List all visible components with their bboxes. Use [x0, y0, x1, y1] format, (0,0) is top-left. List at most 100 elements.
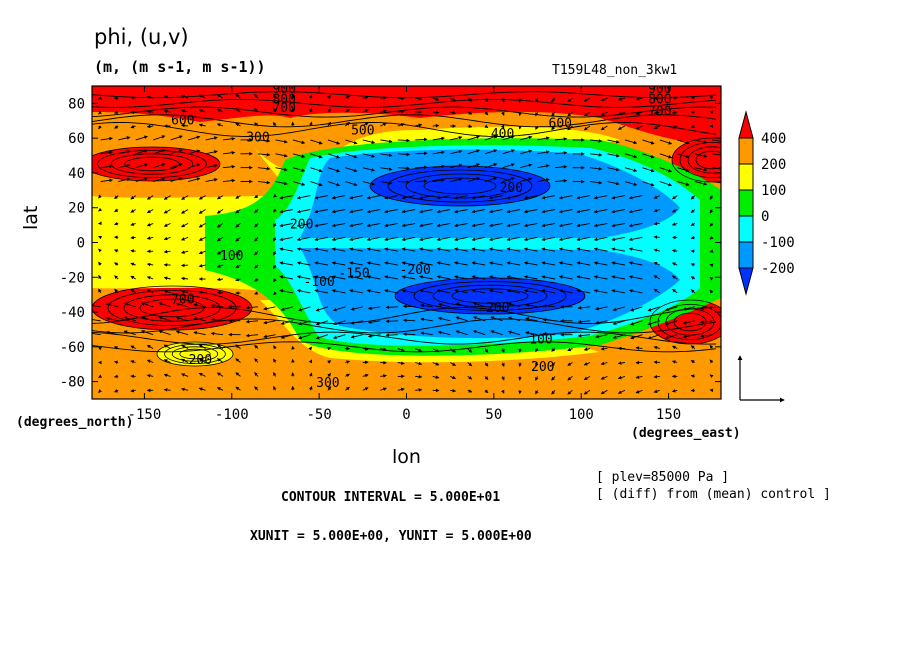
- wind-vector: [415, 151, 428, 156]
- wind-vector: [280, 306, 294, 312]
- wind-vector: [114, 208, 119, 213]
- wind-vector: [257, 180, 271, 185]
- wind-vector: [327, 181, 341, 187]
- wind-vector: [419, 275, 433, 280]
- wind-vector: [415, 388, 423, 392]
- wind-vector: [484, 362, 489, 367]
- wind-vector: [541, 275, 556, 280]
- wind-vector: [235, 209, 241, 214]
- wind-vector: [551, 97, 556, 103]
- wind-vector: [694, 181, 708, 186]
- wind-vector: [216, 94, 224, 99]
- wind-vector: [502, 163, 515, 169]
- wind-vector: [436, 195, 451, 200]
- wind-vector: [314, 222, 328, 228]
- wind-vector: [368, 334, 381, 338]
- wind-vector: [193, 331, 206, 336]
- wind-vector: [709, 276, 714, 281]
- wind-vector: [467, 124, 473, 129]
- wind-vector: [175, 330, 189, 336]
- wind-vector: [642, 153, 655, 159]
- y-tick-label: 80: [68, 96, 85, 112]
- wind-vector: [653, 389, 660, 393]
- y-tick-label: 20: [68, 201, 85, 217]
- wind-vector: [523, 195, 538, 200]
- wind-vector: [331, 261, 346, 266]
- wind-vector: [397, 387, 405, 392]
- wind-vector: [235, 264, 241, 269]
- wind-vector: [635, 96, 643, 101]
- wind-vector: [694, 153, 708, 158]
- x-axis-label: lon: [392, 446, 421, 468]
- wind-vector: [583, 376, 591, 380]
- wind-vector: [682, 334, 695, 339]
- wind-vector: [490, 302, 503, 308]
- contour-ring: [405, 173, 515, 199]
- wind-vector: [92, 317, 101, 322]
- wind-vector: [432, 348, 440, 353]
- colorbar-label: -200: [761, 261, 795, 277]
- contour-ring: [687, 146, 721, 174]
- wind-vector: [384, 209, 398, 214]
- wind-vector: [449, 348, 456, 353]
- wind-vector: [146, 276, 154, 280]
- wind-vector: [653, 261, 660, 266]
- wind-vector: [98, 288, 102, 294]
- wind-vector: [257, 166, 271, 171]
- wind-vector: [600, 111, 608, 116]
- wind-vector: [709, 374, 714, 379]
- wind-vector: [712, 167, 721, 171]
- wind-vector: [607, 167, 620, 172]
- wind-vector: [181, 123, 189, 128]
- contour-ring: [171, 346, 219, 362]
- wind-vector: [454, 261, 468, 266]
- wind-vector: [709, 235, 714, 240]
- wind-vector: [690, 96, 695, 100]
- wind-vector: [709, 195, 714, 200]
- wind-vector: [397, 166, 411, 171]
- wind-vector: [298, 320, 311, 326]
- wind-vector: [589, 166, 603, 171]
- xy-unit: XUNIT = 5.000E+00, YUNIT = 5.000E+00: [250, 529, 532, 544]
- contour-ring: [387, 169, 533, 203]
- wind-vector: [567, 125, 573, 131]
- wind-vector: [254, 107, 259, 113]
- wind-vector: [523, 289, 538, 294]
- wind-vector: [467, 97, 473, 102]
- wind-vector: [92, 303, 101, 308]
- wind-vector: [506, 236, 521, 242]
- wind-vector: [254, 278, 259, 282]
- wind-vector: [558, 209, 573, 214]
- wind-vector: [419, 236, 433, 242]
- wind-vector: [665, 334, 678, 340]
- contour-label: 500: [351, 124, 374, 139]
- wind-vector: [114, 360, 119, 365]
- wind-vector: [567, 389, 573, 395]
- wind-vector: [677, 153, 690, 159]
- wind-vector: [331, 247, 346, 252]
- wind-vector: [454, 247, 468, 252]
- wind-vector: [635, 111, 643, 115]
- wind-vector: [205, 164, 218, 169]
- wind-vector: [193, 317, 206, 322]
- wind-vector: [671, 262, 678, 266]
- contour-ring: [110, 153, 194, 175]
- wind-vector: [308, 346, 313, 351]
- wind-vector: [506, 261, 521, 266]
- wind-vector: [273, 121, 277, 127]
- wind-vector: [600, 97, 608, 102]
- wind-vector: [593, 261, 608, 266]
- wind-vector: [263, 334, 276, 339]
- wind-vector: [163, 109, 171, 114]
- wind-vector: [653, 360, 660, 365]
- wind-vector: [419, 222, 433, 228]
- wind-vector: [630, 334, 643, 340]
- wind-vector: [682, 320, 695, 325]
- wind-vector: [187, 177, 201, 183]
- wind-vector: [653, 374, 660, 379]
- wind-vector: [432, 123, 440, 128]
- wind-vector: [593, 236, 608, 242]
- contour-label: -100: [303, 275, 334, 290]
- wind-vector: [642, 139, 655, 145]
- wind-vector: [100, 136, 113, 141]
